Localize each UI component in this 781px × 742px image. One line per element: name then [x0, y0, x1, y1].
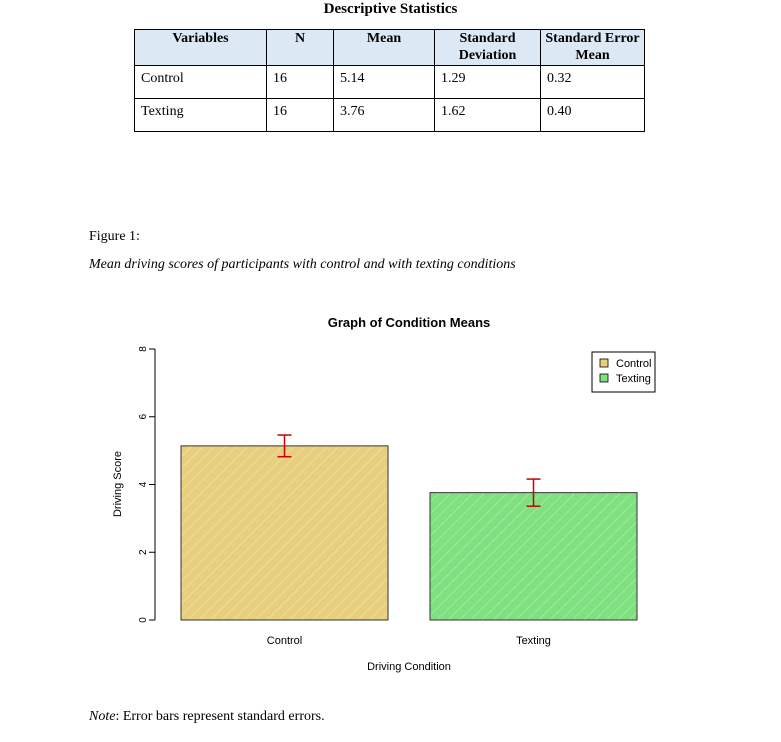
cell-sd: 1.62 — [434, 98, 541, 132]
table-header-row: Variables N Mean Standard Deviation Stan… — [134, 29, 645, 66]
legend: Control Texting — [591, 351, 656, 393]
x-category-label: Texting — [516, 635, 551, 647]
y-tick-label: 0 — [138, 617, 149, 623]
figure-label: Figure 1: — [89, 229, 140, 244]
y-tick-label: 6 — [138, 414, 149, 420]
x-category-label: Control — [267, 635, 302, 647]
legend-swatch-control — [599, 358, 609, 368]
figure-caption: Mean driving scores of participants with… — [89, 257, 516, 272]
cell-sem: 0.32 — [540, 65, 645, 99]
header-n: N — [266, 29, 334, 66]
header-variables: Variables — [134, 29, 267, 66]
y-tick-label: 8 — [138, 346, 149, 352]
y-axis-ticks: 0 2 4 6 8 — [138, 346, 155, 623]
legend-label-control: Control — [616, 358, 651, 370]
table-row: Control 16 5.14 1.29 0.32 — [134, 65, 645, 99]
header-standard-error-mean: Standard Error Mean — [540, 29, 645, 66]
note-prefix: Note — [89, 709, 116, 724]
table-row: Texting 16 3.76 1.62 0.40 — [134, 98, 645, 132]
bars-group — [180, 445, 638, 621]
x-axis-label: Driving Condition — [367, 661, 451, 673]
cell-sem: 0.40 — [540, 98, 645, 132]
cell-variable: Texting — [134, 98, 267, 132]
header-mean: Mean — [333, 29, 435, 66]
y-tick-label: 4 — [138, 481, 149, 487]
descriptive-statistics-table: Variables N Mean Standard Deviation Stan… — [134, 29, 645, 132]
cell-mean: 5.14 — [333, 65, 435, 99]
error-bars-group — [277, 434, 541, 507]
legend-swatch-texting — [599, 373, 609, 383]
legend-label-texting: Texting — [616, 373, 651, 385]
y-axis-label: Driving Score — [112, 451, 124, 517]
cell-n: 16 — [266, 98, 334, 132]
bar-control — [180, 445, 389, 621]
y-tick-label: 2 — [138, 549, 149, 555]
chart-title: Graph of Condition Means — [328, 315, 491, 330]
bar-texting — [429, 492, 638, 621]
x-axis-categories: Control Texting — [267, 635, 551, 647]
cell-variable: Control — [134, 65, 267, 99]
note-text: : Error bars represent standard errors. — [115, 709, 325, 724]
cell-mean: 3.76 — [333, 98, 435, 132]
cell-n: 16 — [266, 65, 334, 99]
table-title: Descriptive Statistics — [323, 1, 458, 17]
header-standard-deviation: Standard Deviation — [434, 29, 541, 66]
cell-sd: 1.29 — [434, 65, 541, 99]
bar-chart: Graph of Condition Means 0 2 4 6 8 Driving S… — [112, 315, 656, 673]
figure-note: Note: Error bars represent standard erro… — [89, 709, 325, 725]
